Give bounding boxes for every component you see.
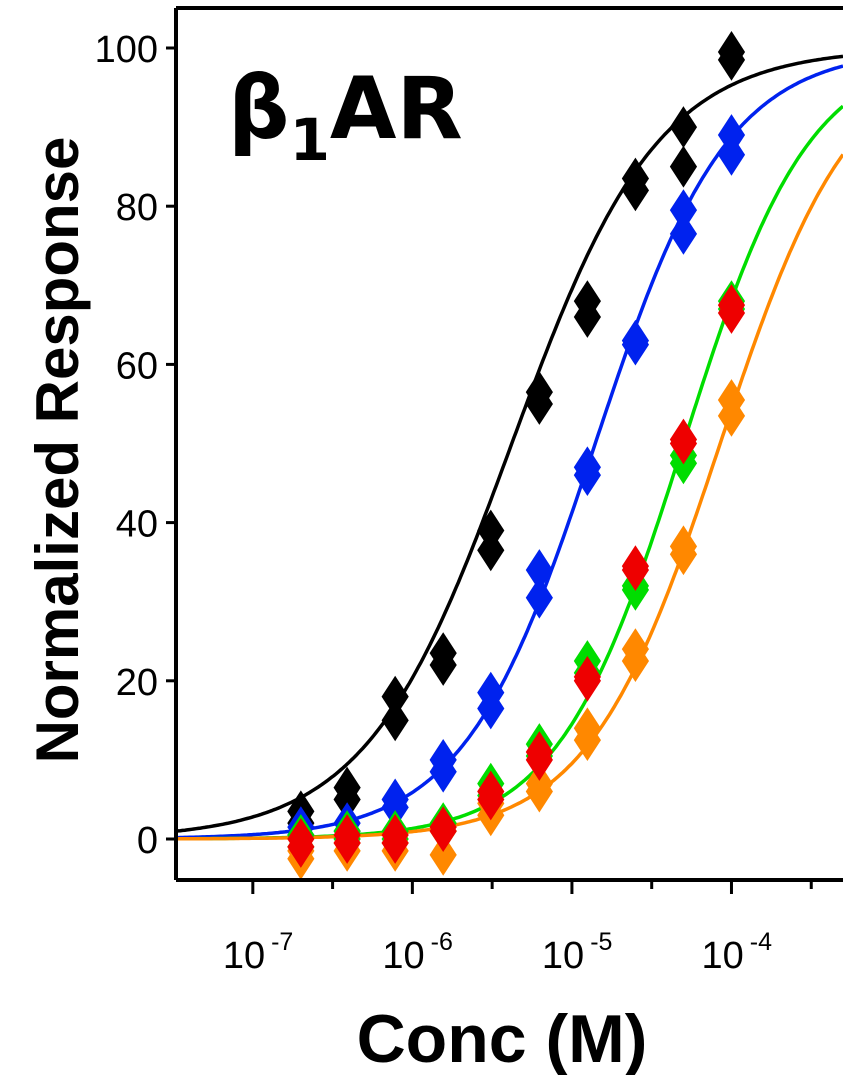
- plot-area: [176, 31, 843, 880]
- data-point: [429, 833, 457, 876]
- y-tick-label: 60: [116, 345, 158, 387]
- data-point: [717, 38, 746, 81]
- data-point: [573, 296, 601, 338]
- chart-title-suffix: AR: [330, 59, 463, 159]
- data-point: [333, 822, 361, 864]
- data-point: [525, 770, 553, 813]
- data-point: [621, 640, 650, 682]
- data-point: [381, 822, 409, 864]
- x-tick-label-exponent: -4: [750, 928, 772, 956]
- data-point: [717, 394, 746, 437]
- data-point: [669, 533, 698, 576]
- data-point: [669, 212, 698, 255]
- data-point: [477, 687, 505, 730]
- chart-title-subscript: 1: [290, 106, 330, 174]
- y-tick-label: 0: [137, 820, 158, 862]
- y-axis: 0 20 40 60 80 100: [95, 6, 843, 880]
- data-point: [525, 383, 553, 425]
- x-tick-label-base: 10: [223, 935, 265, 977]
- y-tick-label: 40: [116, 504, 158, 546]
- x-tick-label-exponent: -5: [590, 928, 612, 956]
- y-axis-title: Normalized Response: [24, 137, 91, 764]
- x-tick-label: 10 -7: [223, 928, 294, 977]
- data-point: [525, 576, 553, 619]
- data-point: [669, 106, 698, 149]
- data-point: [621, 549, 650, 591]
- y-tick-label: 20: [116, 662, 158, 704]
- data-point: [287, 825, 315, 868]
- x-tick-label: 10 -6: [382, 928, 453, 977]
- data-point: [381, 699, 409, 742]
- x-axis-title: Conc (M): [357, 1001, 648, 1075]
- x-tick-label-base: 10: [542, 935, 584, 977]
- y-tick-label: 80: [116, 187, 158, 229]
- x-tick-label-exponent: -6: [431, 928, 453, 956]
- x-tick-label-base: 10: [701, 935, 743, 977]
- data-point: [573, 454, 601, 497]
- x-tick-label: 10 -5: [542, 928, 613, 977]
- data-point: [429, 810, 457, 853]
- x-axis: 10 -7 10 -6 10 -5 10 -4: [176, 878, 843, 977]
- data-point: [429, 644, 457, 686]
- data-point: [669, 422, 698, 465]
- chart-title-greek: β: [228, 59, 290, 159]
- data-point: [573, 659, 601, 702]
- data-point: [621, 169, 650, 212]
- x-tick-label-exponent: -7: [271, 928, 293, 956]
- data-point: [669, 145, 698, 188]
- data-point: [477, 529, 505, 572]
- y-tick-label: 100: [95, 29, 158, 71]
- fit-curve: [176, 153, 843, 841]
- fit-curve: [176, 54, 843, 833]
- data-point: [573, 719, 601, 762]
- data-point: [477, 778, 505, 821]
- data-point: [525, 738, 553, 781]
- data-point: [429, 750, 457, 793]
- fit-curve: [176, 104, 843, 841]
- x-tick-label: 10 -4: [701, 928, 772, 977]
- data-point: [717, 292, 746, 334]
- data-point: [717, 133, 746, 176]
- x-tick-label-base: 10: [382, 935, 424, 977]
- chart-title: β1AR: [228, 59, 463, 174]
- data-point: [621, 323, 650, 366]
